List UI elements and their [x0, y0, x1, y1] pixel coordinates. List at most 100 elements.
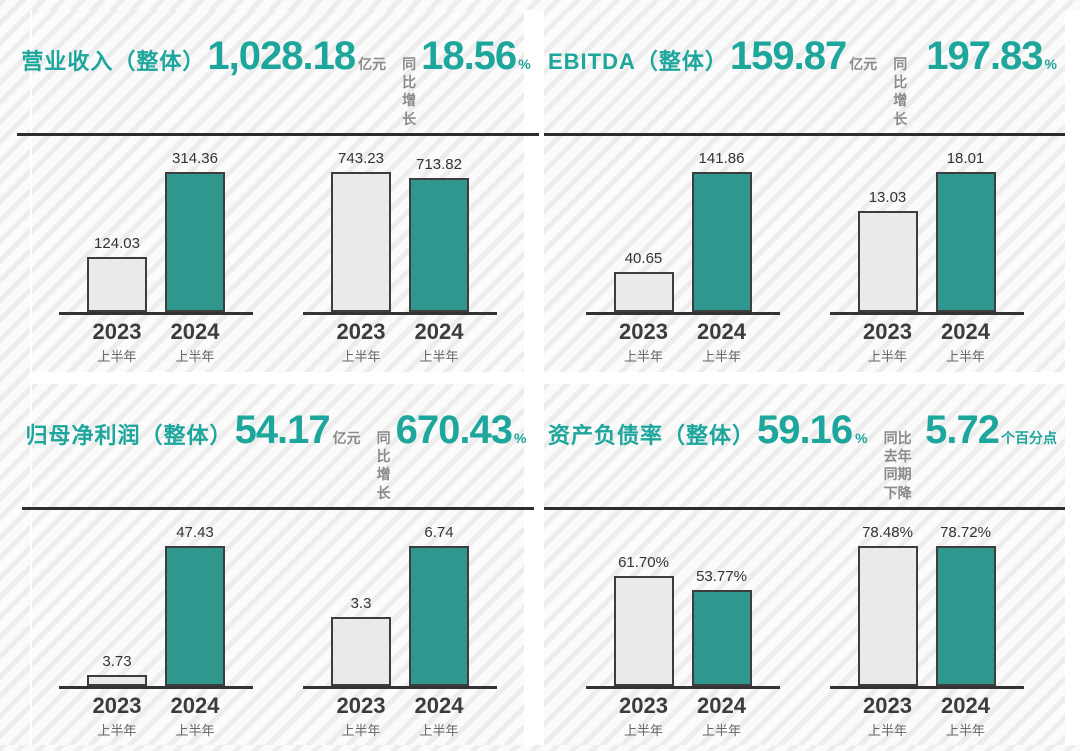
tick-label: 2024 上半年: [692, 693, 752, 739]
period-label: 上半年: [701, 348, 741, 364]
bar-column: 13.03: [857, 188, 918, 312]
change-value: 670.43: [395, 408, 513, 452]
period-label: 上半年: [175, 722, 215, 738]
year-label: 2024: [414, 692, 464, 718]
tick-label: 2024 上半年: [692, 319, 752, 365]
period-label: 上半年: [945, 722, 985, 738]
bar-value-label: 40.65: [624, 249, 663, 267]
tick-label: 2023 上半年: [331, 693, 391, 739]
axis-labels: 2023 上半年 2024 上半年: [331, 319, 469, 365]
axis-labels: 2023 上半年 2024 上半年: [614, 693, 752, 739]
bar-column: 124.03: [87, 235, 147, 312]
period-label: 上半年: [175, 348, 215, 364]
background-texture: [0, 745, 1080, 751]
bar-value-label: 78.48%: [862, 523, 913, 541]
bar-value-label: 47.43: [176, 523, 214, 541]
background-texture: [0, 0, 1080, 10]
change-label: 同比增长: [402, 56, 417, 127]
bars-row: 13.03 18.01: [857, 148, 996, 312]
bar-2023: [331, 616, 391, 686]
bar-2024: [165, 545, 225, 686]
tick-label: 2024 上半年: [409, 319, 469, 365]
tick-label: 2023 上半年: [87, 693, 147, 739]
bar-column: 3.3: [331, 595, 391, 686]
panel-header: 资产负债率（整体） 59.16 % 同比去年 同期下降 5.72 个百分点: [544, 408, 1065, 510]
chart-area: 40.65141.862023上半年2024上半年矿山13.0318.01202…: [581, 148, 1029, 418]
period-label: 上半年: [945, 348, 985, 364]
axis-line: [585, 311, 780, 315]
year-label: 2023: [336, 692, 386, 718]
bar-2024: [691, 171, 752, 312]
metric-unit: 亿元: [358, 56, 387, 72]
bar-column: 713.82: [409, 156, 469, 312]
year-label: 2023: [863, 692, 912, 718]
bar-value-label: 53.77%: [696, 567, 747, 585]
year-label: 2023: [619, 692, 668, 718]
axis-line: [585, 685, 780, 689]
year-label: 2024: [697, 692, 746, 718]
tick-label: 2023 上半年: [87, 319, 147, 365]
year-label: 2023: [336, 318, 386, 344]
tick-label: 2024 上半年: [165, 319, 225, 365]
bar-2024: [409, 545, 469, 686]
bar-value-label: 314.36: [172, 149, 218, 167]
chart-area: 3.7347.432023上半年2024上半年矿山3.36.742023上半年2…: [54, 522, 502, 751]
metric-value: 159.87: [729, 34, 847, 78]
axis-labels: 2023 上半年 2024 上半年: [858, 693, 996, 739]
axis-labels: 2023 上半年 2024 上半年: [614, 319, 752, 365]
panel-revenue: 营业收入（整体） 1,028.18 亿元 同比增长 18.56 % 124.03…: [17, 10, 539, 416]
bar-column: 47.43: [165, 524, 225, 686]
period-label: 上半年: [867, 722, 907, 738]
axis-line: [829, 685, 1024, 689]
panel-header: 营业收入（整体） 1,028.18 亿元 同比增长 18.56 %: [17, 34, 539, 136]
period-label: 上半年: [623, 348, 663, 364]
panel-ebitda: EBITDA（整体） 159.87 亿元 同比增长 197.83 % 40.65…: [544, 10, 1065, 416]
bar-2023: [857, 210, 918, 312]
year-label: 2024: [414, 318, 464, 344]
axis-line: [303, 685, 497, 689]
bar-value-label: 141.86: [698, 149, 745, 167]
bars-row: 743.23 713.82: [331, 148, 469, 312]
tick-label: 2023 上半年: [858, 693, 918, 739]
change-label: 同比增长: [893, 56, 908, 127]
axis-line: [59, 311, 253, 315]
tick-label: 2024 上半年: [409, 693, 469, 739]
tick-label: 2024 上半年: [165, 693, 225, 739]
panel-debt-ratio: 资产负债率（整体） 59.16 % 同比去年 同期下降 5.72 个百分点 61…: [544, 384, 1065, 745]
metric-unit: 亿元: [849, 56, 878, 72]
period-label: 上半年: [701, 722, 741, 738]
change-value: 18.56: [421, 34, 517, 78]
bar-2024: [409, 177, 469, 312]
year-label: 2024: [941, 692, 990, 718]
change-unit: 个百分点: [1001, 430, 1057, 446]
metric-value: 59.16: [757, 408, 853, 452]
bar-column: 6.74: [409, 524, 469, 686]
bar-value-label: 13.03: [868, 188, 907, 206]
year-label: 2024: [697, 318, 746, 344]
bar-value-label: 18.01: [946, 149, 985, 167]
bar-2024: [935, 171, 996, 312]
bar-column: 3.73: [87, 653, 147, 686]
bar-value-label: 6.74: [424, 523, 454, 541]
change-label: 同比去年 同期下降: [883, 430, 912, 501]
axis-line: [303, 311, 497, 315]
bar-group: 61.70%53.77%2023上半年2024上半年矿山: [581, 522, 785, 751]
axis-labels: 2023 上半年 2024 上半年: [87, 693, 225, 739]
bars-row: 61.70% 53.77%: [613, 522, 752, 686]
period-label: 上半年: [419, 348, 459, 364]
year-label: 2024: [170, 318, 220, 344]
metric-title: 资产负债率（整体）: [548, 423, 756, 448]
period-label: 上半年: [341, 722, 381, 738]
bar-column: 314.36: [165, 150, 225, 312]
bar-2024: [691, 589, 752, 686]
metric-value: 54.17: [234, 408, 331, 452]
tick-label: 2023 上半年: [858, 319, 918, 365]
bar-column: 78.72%: [935, 524, 996, 686]
bar-column: 40.65: [613, 249, 674, 312]
axis-line: [59, 685, 253, 689]
